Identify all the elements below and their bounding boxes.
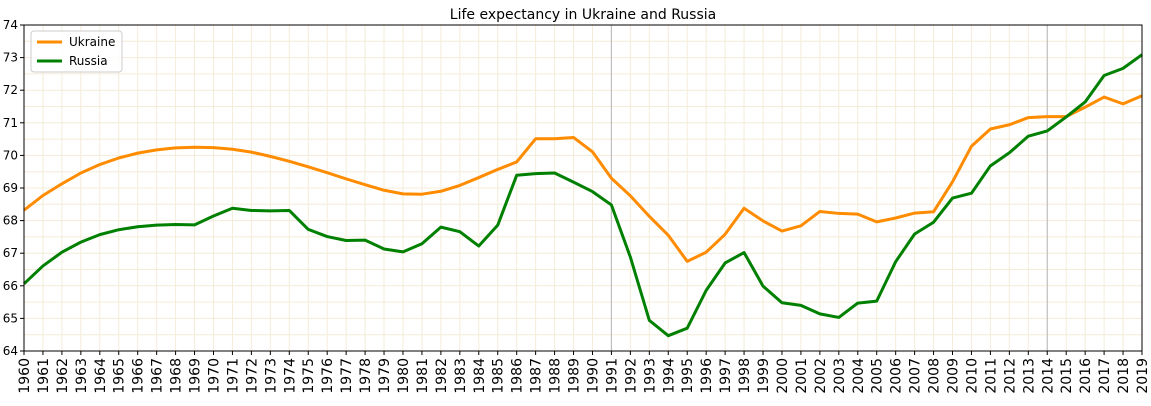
y-axis-ticks: 64 65 66 67 68 69 70 71 72 73 74 — [3, 18, 24, 358]
x-tick-label: 1962 — [55, 358, 71, 394]
x-tick-label: 2008 — [927, 358, 943, 394]
series-lines — [22, 53, 1143, 338]
x-tick-label: 1976 — [320, 358, 336, 394]
x-tick-label: 1987 — [529, 358, 545, 394]
legend-label-ukraine: Ukraine — [69, 35, 115, 49]
x-tick-label: 2005 — [870, 358, 886, 394]
x-tick-label: 2014 — [1040, 358, 1056, 394]
x-tick-label: 1961 — [36, 358, 52, 394]
x-tick-label: 2011 — [983, 358, 999, 394]
x-tick-label: 1978 — [358, 358, 374, 394]
x-tick-label: 1999 — [756, 358, 772, 394]
y-tick-label: 69 — [3, 181, 18, 195]
x-tick-label: 1995 — [680, 358, 696, 394]
y-tick-label: 65 — [3, 311, 18, 325]
x-tick-label: 1994 — [661, 358, 677, 394]
x-tick-label: 1997 — [718, 358, 734, 394]
x-tick-label: 1966 — [131, 358, 147, 394]
x-tick-label: 2009 — [946, 358, 962, 394]
y-tick-label: 74 — [3, 18, 18, 32]
y-tick-label: 68 — [3, 214, 18, 228]
x-tick-label: 1975 — [301, 358, 317, 394]
x-tick-label: 1991 — [604, 358, 620, 394]
x-tick-label: 1981 — [415, 358, 431, 394]
x-tick-label: 1983 — [453, 358, 469, 394]
x-tick-label: 2019 — [1135, 358, 1151, 394]
x-tick-label: 2017 — [1097, 358, 1113, 394]
x-tick-label: 1965 — [112, 358, 128, 394]
y-tick-label: 64 — [3, 344, 18, 358]
x-tick-label: 2007 — [908, 358, 924, 394]
x-tick-label: 1974 — [282, 358, 298, 394]
x-tick-label: 2010 — [964, 358, 980, 394]
x-tick-label: 1982 — [434, 358, 450, 394]
x-tick-label: 1984 — [472, 358, 488, 394]
x-tick-label: 1988 — [548, 358, 564, 394]
x-tick-label: 1985 — [491, 358, 507, 394]
x-tick-label: 1986 — [510, 358, 526, 394]
y-tick-label: 70 — [3, 148, 18, 162]
x-tick-label: 1980 — [396, 358, 412, 394]
x-tick-label: 1973 — [263, 358, 279, 394]
y-tick-label: 67 — [3, 246, 18, 260]
x-tick-label: 1979 — [377, 358, 393, 394]
x-tick-label: 1968 — [169, 358, 185, 394]
x-tick-label: 1963 — [74, 358, 90, 394]
y-tick-label: 66 — [3, 279, 18, 293]
series-line-russia — [22, 53, 1143, 338]
series-line-ukraine — [23, 94, 1143, 263]
x-tick-label: 1996 — [699, 358, 715, 394]
y-tick-label: 72 — [3, 83, 18, 97]
y-tick-label: 73 — [3, 51, 18, 65]
x-tick-label: 1970 — [206, 358, 222, 394]
x-axis-ticks: 1960 1961 1962 1963 1964 1965 1966 1967 1968 1969… — [17, 351, 1151, 394]
x-tick-label: 1993 — [642, 358, 658, 394]
x-tick-label: 2002 — [813, 358, 829, 394]
legend-label-russia: Russia — [69, 54, 108, 68]
x-tick-label: 1964 — [93, 358, 109, 394]
x-tick-label: 1971 — [225, 358, 241, 394]
x-tick-label: 1998 — [737, 358, 753, 394]
x-tick-label: 1969 — [188, 358, 204, 394]
x-tick-label: 1967 — [150, 358, 166, 394]
x-tick-label: 1990 — [585, 358, 601, 394]
x-tick-label: 1992 — [623, 358, 639, 394]
x-tick-label: 2004 — [851, 358, 867, 394]
x-tick-label: 2016 — [1078, 358, 1094, 394]
x-tick-label: 1960 — [17, 358, 33, 394]
x-tick-label: 2018 — [1116, 358, 1132, 394]
x-tick-label: 2000 — [775, 358, 791, 394]
x-tick-label: 1977 — [339, 358, 355, 394]
x-tick-label: 2001 — [794, 358, 810, 394]
x-tick-label: 2015 — [1059, 358, 1075, 394]
x-tick-label: 2006 — [889, 358, 905, 394]
chart-title: Life expectancy in Ukraine and Russia — [450, 7, 716, 23]
x-tick-label: 2013 — [1021, 358, 1037, 394]
legend: Ukraine Russia — [30, 30, 123, 73]
grid — [23, 25, 1143, 351]
x-tick-label: 2003 — [832, 358, 848, 394]
y-tick-label: 71 — [3, 116, 18, 130]
x-tick-label: 2012 — [1002, 358, 1018, 394]
x-tick-label: 1989 — [567, 358, 583, 394]
x-tick-label: 1972 — [244, 358, 260, 394]
reference-lines — [610, 25, 1048, 351]
